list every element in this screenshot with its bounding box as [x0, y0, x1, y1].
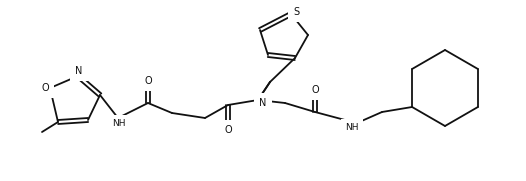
Text: O: O	[144, 76, 152, 86]
Text: O: O	[224, 125, 232, 135]
Text: N: N	[75, 66, 83, 76]
Text: S: S	[293, 7, 299, 17]
Text: NH: NH	[112, 119, 126, 129]
Text: N: N	[259, 98, 267, 108]
Text: O: O	[41, 83, 49, 93]
Text: O: O	[311, 85, 319, 95]
Text: NH: NH	[345, 123, 359, 132]
